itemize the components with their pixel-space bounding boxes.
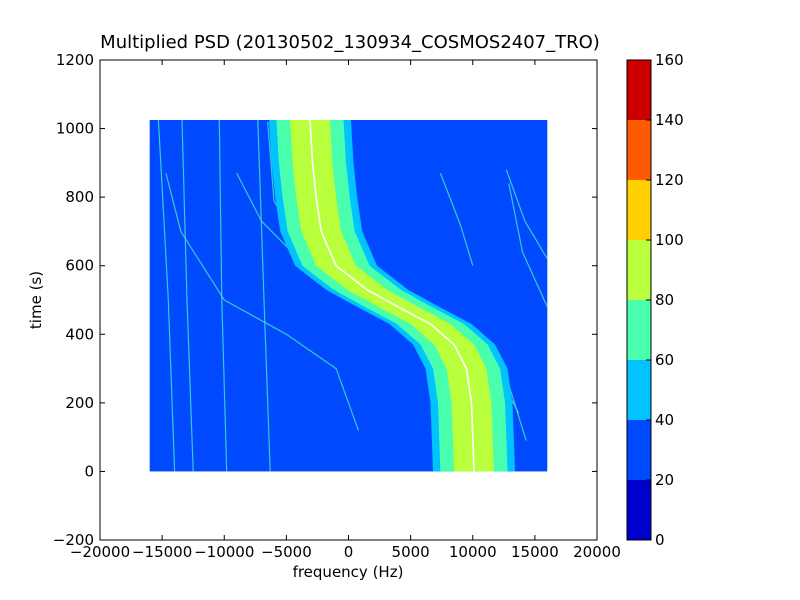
faint-trace-9 — [218, 119, 228, 472]
colorbar-tick-label: 140 — [655, 111, 684, 129]
colorbar-tick-label: 100 — [655, 231, 684, 249]
faint-trace-10 — [257, 119, 271, 472]
x-tick-label: 10000 — [449, 543, 497, 561]
x-tick-label: −15000 — [132, 543, 192, 561]
y-tick-label: 1200 — [56, 51, 94, 69]
colorbar-tick-label: 40 — [655, 411, 674, 429]
chart-title: Multiplied PSD (20130502_130934_COSMOS24… — [100, 32, 600, 53]
heatmap-data-layer — [149, 119, 548, 472]
colorbar-bin-0-20 — [627, 480, 651, 540]
y-tick-label: 200 — [65, 394, 94, 412]
doppler-peak-line — [309, 119, 475, 472]
x-tick-label: 5000 — [392, 543, 430, 561]
colorbar-tick-label: 80 — [655, 291, 674, 309]
colorbar-tick-label: 160 — [655, 51, 684, 69]
y-tick-label: 1000 — [56, 120, 94, 138]
faint-trace-5 — [505, 169, 548, 260]
colorbar-tick-label: 20 — [655, 471, 674, 489]
y-tick-label: 400 — [65, 325, 94, 343]
x-tick-label: 15000 — [511, 543, 559, 561]
x-tick-label: −20000 — [70, 543, 130, 561]
colorbar-bin-40-60 — [627, 360, 651, 420]
doppler-band-level-90 — [290, 120, 494, 472]
y-tick-label: 800 — [65, 188, 94, 206]
colorbar-bin-80-100 — [627, 240, 651, 300]
faint-trace-4 — [439, 172, 474, 266]
x-tick-label: 0 — [344, 543, 354, 561]
y-tick-label: −200 — [53, 531, 94, 549]
x-axis-label: frequency (Hz) — [293, 563, 404, 581]
y-tick-label: 0 — [84, 462, 94, 480]
y-axis-label: time (s) — [27, 271, 45, 329]
x-axis: −20000 −15000 −10000 −5000 0 5000 10000 15000 20… — [70, 60, 621, 561]
colorbar-bin-140-160 — [627, 60, 651, 120]
colorbar — [626, 59, 652, 541]
y-tick-label: 600 — [65, 257, 94, 275]
colorbar-bin-120-140 — [627, 120, 651, 180]
colorbar-tick-label: 120 — [655, 171, 684, 189]
y-axis: −200 0 200 400 600 800 1000 1200 — [53, 51, 597, 549]
faint-trace-8 — [181, 119, 194, 472]
colorbar-bin-100-120 — [627, 180, 651, 240]
faint-trace-6 — [508, 183, 548, 308]
faint-trace-1 — [165, 172, 359, 431]
colorbar-bin-60-80 — [627, 300, 651, 360]
colorbar-bin-20-40 — [627, 420, 651, 480]
x-tick-label: −10000 — [194, 543, 254, 561]
colorbar-tick-label: 60 — [655, 351, 674, 369]
colorbar-axis: 0 20 40 60 80 100 120 140 160 — [646, 51, 684, 549]
colorbar-tick-label: 0 — [655, 531, 665, 549]
faint-trace-7 — [157, 119, 176, 472]
x-tick-label: 20000 — [573, 543, 621, 561]
x-tick-label: −5000 — [261, 543, 312, 561]
